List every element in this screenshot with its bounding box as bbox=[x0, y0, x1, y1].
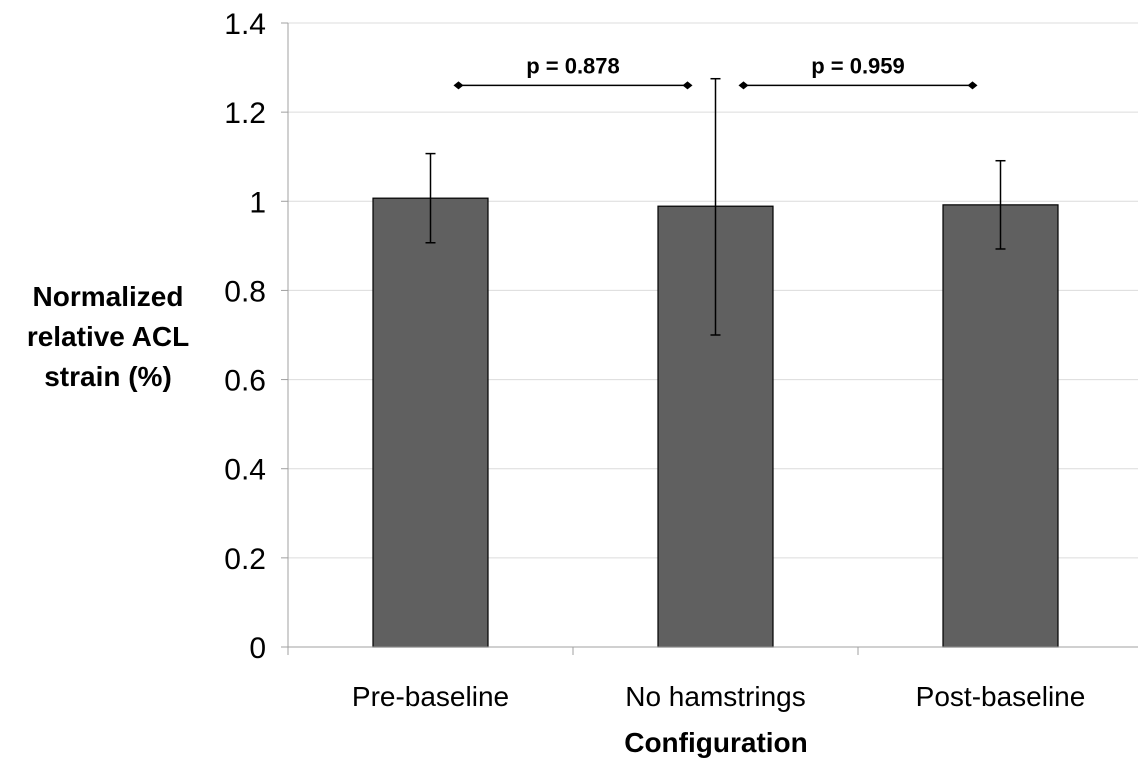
error-bars bbox=[425, 77, 1006, 336]
significance-annotations: p = 0.878 p = 0.959 bbox=[453, 53, 978, 90]
bar bbox=[942, 204, 1059, 648]
y-axis-title-line-1: Normalized bbox=[33, 281, 184, 312]
y-axis-ticks: 0 0.2 0.4 0.6 0.8 1 1.2 1.4 bbox=[224, 8, 289, 665]
y-tick-label: 1 bbox=[249, 186, 266, 219]
y-tick-label: 0.8 bbox=[224, 275, 266, 308]
y-tick-label: 0.2 bbox=[224, 543, 266, 576]
x-axis bbox=[287, 646, 1138, 655]
x-category-label: No hamstrings bbox=[625, 681, 806, 712]
y-tick-label: 1.4 bbox=[224, 8, 266, 41]
significance-bracket-endpoint bbox=[738, 81, 749, 90]
significance-bracket-endpoint bbox=[682, 81, 693, 90]
x-axis-title: Configuration bbox=[624, 727, 808, 758]
significance-bracket-endpoint bbox=[967, 81, 978, 90]
y-axis-title-line-2: relative ACL bbox=[27, 321, 189, 352]
bar bbox=[372, 197, 489, 648]
y-tick-label: 1.2 bbox=[224, 97, 266, 130]
x-axis-category-labels: Pre-baseline No hamstrings Post-baseline bbox=[352, 681, 1085, 712]
y-axis-title: Normalized relative ACL strain (%) bbox=[27, 281, 189, 392]
significance-bracket-endpoint bbox=[453, 81, 464, 90]
x-category-label: Pre-baseline bbox=[352, 681, 509, 712]
y-axis-title-line-3: strain (%) bbox=[44, 361, 172, 392]
y-tick-label: 0 bbox=[249, 632, 266, 665]
y-tick-label: 0.6 bbox=[224, 365, 266, 398]
p-value-label: p = 0.878 bbox=[526, 53, 620, 78]
p-value-label: p = 0.959 bbox=[811, 53, 905, 78]
y-tick-label: 0.4 bbox=[224, 454, 266, 487]
x-category-label: Post-baseline bbox=[916, 681, 1086, 712]
